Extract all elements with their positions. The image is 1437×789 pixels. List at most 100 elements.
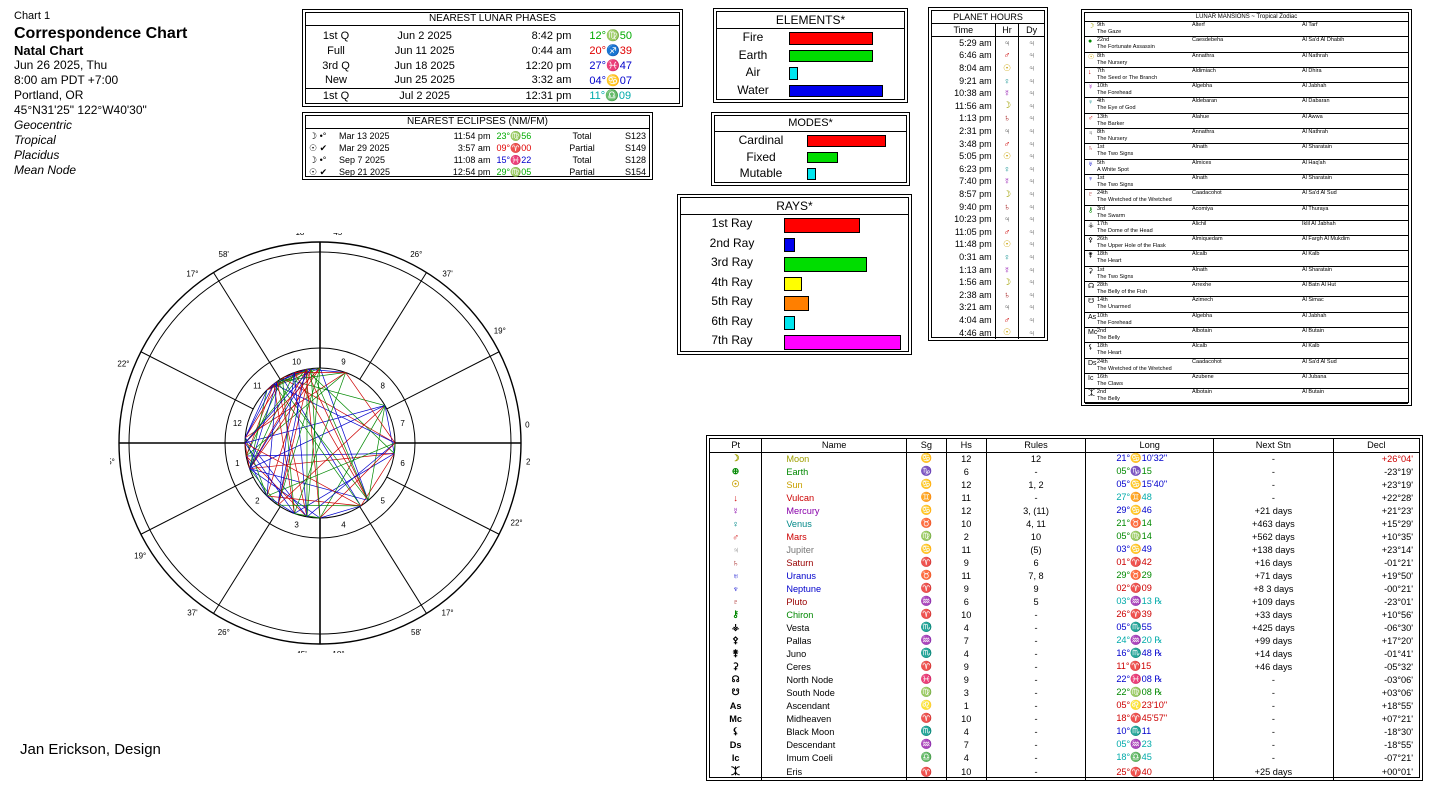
planet-day-ruler: ♃ [1018,275,1044,289]
planet-name: Descendant [761,738,907,751]
mansion-names: 3rd Acomiya Al Thuraya [1097,206,1408,213]
planet-day-ruler: ♃ [1018,49,1044,62]
planet-name: Pallas [761,634,907,647]
rays-row: 4th Ray [681,274,908,294]
aspect-line [266,495,295,514]
rays-label: 6th Ray [711,313,753,328]
planet-hour-ruler: ☽ [994,187,1019,201]
rays-row: 2nd Ray [681,235,908,255]
house-number: 9 [341,357,346,366]
planet-table-header: Pt Name Sg Hs Rules Long Next Stn Decl [710,439,1419,453]
elements-row: Fire [717,29,904,47]
modes-label: Fixed [746,149,776,164]
planet-row: ⚴ Pallas ♒ 7-24°♒20 ℞ +99 days +17°20' [710,634,1419,647]
mansion-names: 8th Annathra Al Nathrah [1097,53,1408,60]
planet-table-col: Decl [1332,439,1419,453]
elements-row: Air [717,64,904,82]
mansion-arabic: Al Fargh Al Mukdim [1302,236,1350,243]
planet-name: Vulcan [761,491,907,504]
lunar-mansion-item: ● 22nd Caesdebeha Al Sa'd Al Dhabih The Fort… [1085,37,1408,53]
eclipse-type: Total [572,131,592,141]
planet-longitude: 22°♓08 ℞ [1085,673,1214,686]
mansion-latin: Albotain [1192,389,1212,396]
aspect-line [273,383,362,507]
planet-day-ruler: ♃ [1018,124,1044,138]
cusp-degree: 19° [494,327,506,336]
planet-day-ruler: ♃ [1018,112,1044,125]
aspect-line [244,442,250,469]
planet-name: Black Moon [761,725,907,738]
planet-name: Moon [761,452,907,465]
lunar-mansion-item: ☽ 9th Alterf Al Tarf The Gaze [1085,22,1408,38]
mansion-meaning: The Forehead [1097,90,1132,97]
planet-table-col: Next Stn [1213,439,1334,453]
planet-rules: - [985,738,1086,751]
planet-hour-ruler: ♂ [994,313,1019,327]
rays-row: 5th Ray [681,293,908,313]
planet-next-station: +562 days [1213,530,1334,543]
mansion-names: 26th Almiquedam Al Fargh Al Mukdim [1097,236,1408,243]
mansion-meaning: The Swarm [1097,212,1126,219]
planet-hour-row: 3:21 am ♃ ♃ [932,301,1044,314]
planet-row: ↓ Vulcan ♊ 11-27°♊48- +22°28' [710,491,1419,504]
cusp-degree: 18° [295,233,307,237]
aspect-line [310,368,321,519]
planet-day-ruler: ♃ [1018,74,1044,87]
mansion-names: 7th Aldimiach Al Dhira [1097,68,1408,75]
lunar-mansion-item: ♂ 13th Alahue Al Awwa The Barker [1085,114,1408,130]
planet-hours-title: PLANET HOURS [932,11,1044,24]
mansion-planet-glyph: Mc [1088,328,1098,336]
lunar-mansion-item: ☋ 14th Azimech Al Simac The Unarmed [1085,297,1408,313]
rays-title: RAYS* [681,198,908,215]
planet-longitude: 01°♈42 [1085,556,1214,569]
eclipse-symbol: ☉ ✔ [309,166,328,177]
house-number: 10 [292,357,301,366]
planet-row: ♀ Venus ♉ 10 4, 11 21°♉14 +463 days +15°29' [710,517,1419,530]
mansion-latin: Caesdebeha [1192,37,1224,44]
mansion-planet-glyph: ♅ [1088,160,1094,168]
mansion-meaning: The Nursery [1097,136,1128,143]
planet-declination: +15°29' [1332,517,1419,530]
mansion-meaning: The Claws [1097,380,1123,387]
elements-bar [789,32,873,45]
planet-rules: 9 [985,582,1086,595]
planet-declination: +19°50' [1332,569,1419,582]
planet-name: Sun [761,478,907,491]
mansion-names: 4th Aldebaran Al Dabaran [1097,98,1408,105]
planet-longitude: 18°♈45'57" [1085,712,1214,725]
planet-glyph: ♇ [732,596,740,607]
mansion-arabic: Al Dhira [1302,67,1322,74]
planet-hour-time: 2:38 am [959,289,992,300]
eclipse-row: ☉ ✔ Mar 29 2025 3:57 am 09°♈00 Partial S149 [306,142,649,154]
planet-row: Mc Midheaven ♈ 10-18°♈45'57" - +07°21' [710,712,1419,725]
aspect-line [319,405,386,519]
mansion-names: 24th Caadacohot Al Sa'd Al Sud [1097,190,1408,197]
planet-sign: ♑ [905,465,947,478]
planet-longitude: 05°♏55 [1085,621,1214,634]
planet-hour-row: 1:13 pm ♄ ♃ [932,112,1044,125]
planet-hour-row: 8:04 am ☉ ♃ [932,61,1044,75]
chart-place: Portland, OR [14,88,84,102]
planet-next-station: - [1213,699,1334,712]
eclipse-date: Mar 13 2025 [339,131,390,141]
cusp-degree: 22° [117,360,129,369]
lunar-mansion-item: Ds 24th Caadacohot Al Sa'd Al Sud The Wretch… [1085,359,1408,374]
planet-hour-row: 9:40 pm ♄ ♃ [932,200,1044,213]
eclipse-position: 23°♍56 [496,130,532,141]
rays-row: 3rd Ray [681,254,908,274]
lunar-mansion-item: ↓ 7th Aldimiach Al Dhira The Seed or The Bra… [1085,68,1408,84]
aspect-line [310,368,369,501]
house-number: 4 [341,521,346,530]
planet-row: ☿ Mercury ♋ 12 3, (11) 29°♋46 +21 days +21°23' [710,504,1419,517]
planet-name: Earth [761,465,907,478]
planet-hour-time: 10:23 pm [954,214,992,225]
aspect-line [294,372,369,501]
mansion-number: 10th [1097,312,1108,319]
mansion-planet-glyph: ☿ [1088,84,1094,92]
planet-name: North Node [761,673,907,686]
cusp-minutes: 37' [187,608,198,617]
planet-hour-row: 6:23 pm ♀ ♃ [932,162,1044,176]
mansion-planet-glyph: ♄ [1088,145,1094,153]
aspect-line [277,367,321,506]
planet-house: 1 [945,699,987,712]
